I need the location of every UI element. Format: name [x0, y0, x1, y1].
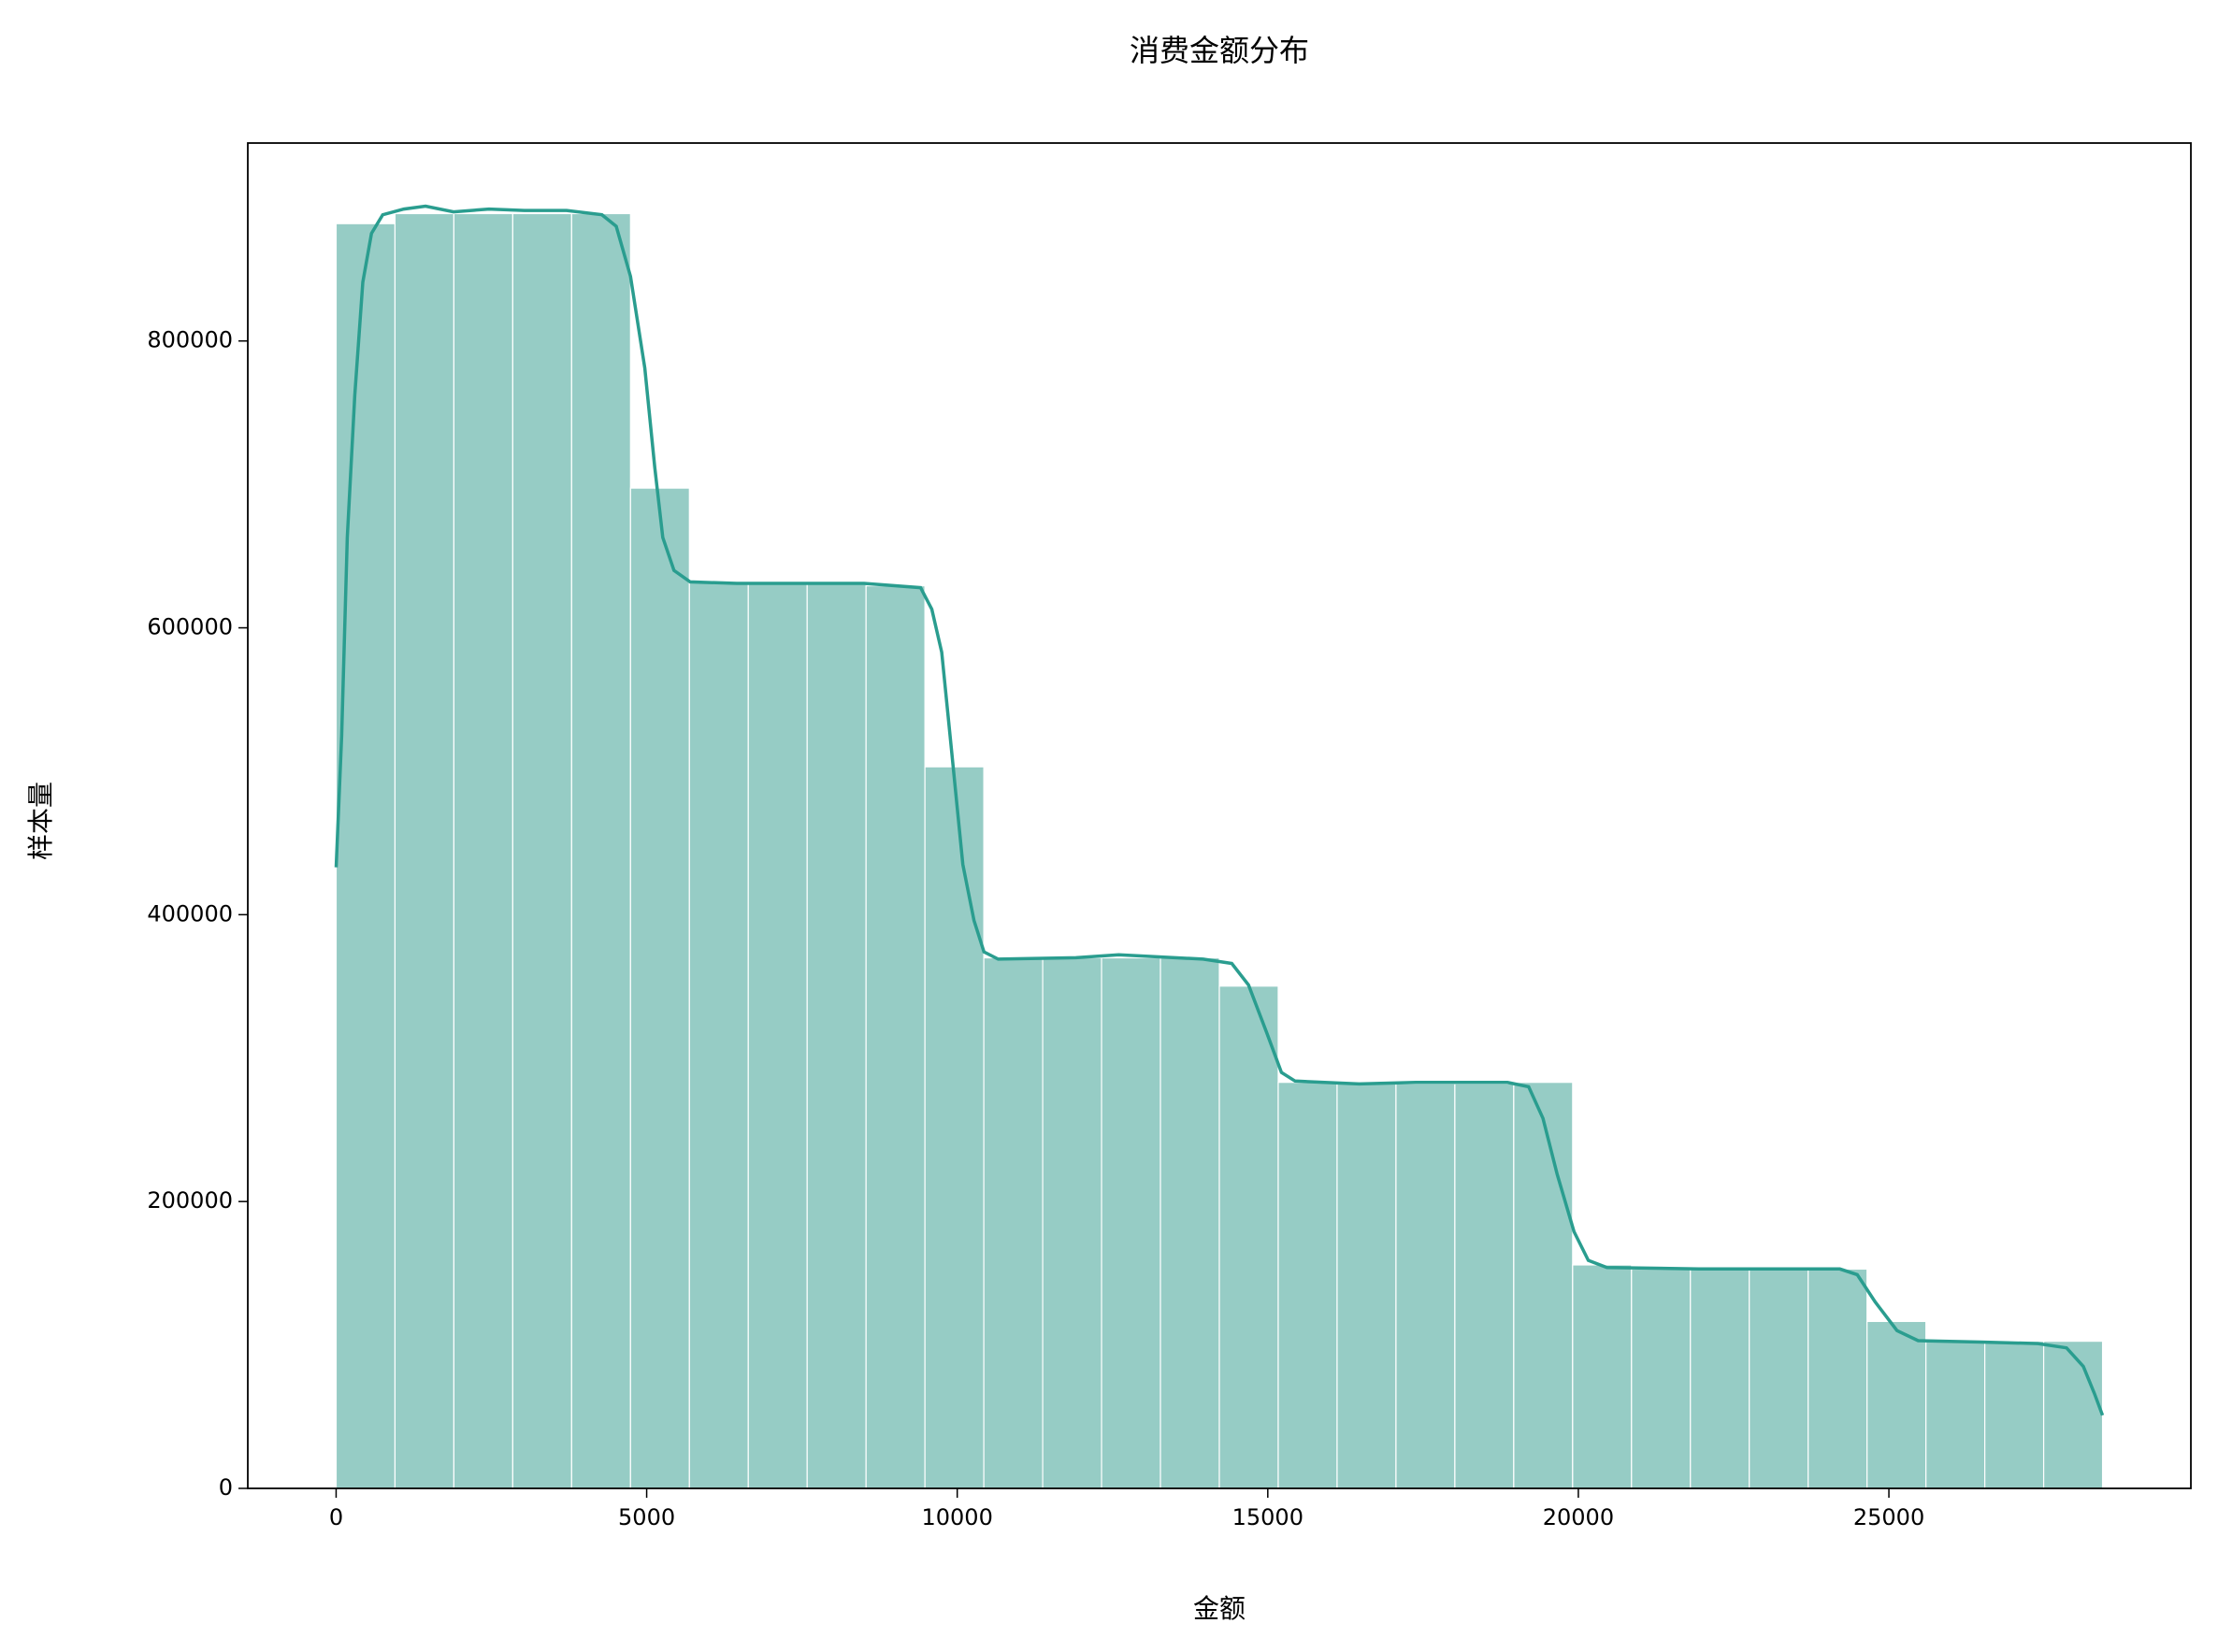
bar: [1808, 1268, 1868, 1489]
x-tick-label: 15000: [1232, 1504, 1303, 1530]
bar: [1336, 1083, 1397, 1489]
bar: [1690, 1268, 1750, 1489]
bar: [806, 581, 867, 1489]
bar: [688, 581, 749, 1489]
bar: [1277, 1082, 1338, 1489]
y-axis-label: 样本量: [25, 782, 56, 860]
x-tick-label: 10000: [922, 1504, 993, 1530]
bar: [394, 212, 454, 1489]
bar: [570, 212, 631, 1489]
x-tick-label: 0: [329, 1504, 343, 1530]
bar: [924, 766, 985, 1489]
bar: [453, 212, 513, 1489]
y-tick-label: 200000: [147, 1187, 233, 1214]
bar: [1925, 1340, 1986, 1489]
x-tick-label: 25000: [1853, 1504, 1924, 1530]
y-tick-label: 600000: [147, 614, 233, 640]
bar: [1218, 985, 1279, 1489]
kde-line: [334, 204, 2105, 1416]
bar: [511, 212, 572, 1489]
bar: [1454, 1083, 1515, 1489]
bar: [865, 584, 926, 1489]
bar: [983, 956, 1044, 1489]
bar: [1513, 1082, 1574, 1489]
bar: [1159, 956, 1220, 1489]
chart-title: 消费金额分布: [1130, 33, 1309, 68]
x-axis-label: 金额: [1193, 1593, 1246, 1624]
bar: [629, 487, 690, 1489]
bar: [1866, 1320, 1927, 1489]
bar: [1572, 1264, 1633, 1489]
bar: [1984, 1340, 2045, 1489]
x-tick-label: 20000: [1543, 1504, 1614, 1530]
bar: [1395, 1083, 1456, 1489]
bar: [747, 581, 808, 1489]
y-tick-label: 400000: [147, 900, 233, 927]
bar: [2042, 1340, 2104, 1489]
bar: [335, 223, 396, 1489]
bar: [1101, 956, 1161, 1489]
y-tick-label: 800000: [147, 327, 233, 353]
x-tick-label: 5000: [618, 1504, 675, 1530]
bar: [1749, 1268, 1809, 1489]
plot-frame: [247, 142, 2192, 1489]
bar: [1631, 1268, 1692, 1489]
bar: [1042, 956, 1102, 1489]
y-tick-label: 0: [219, 1474, 233, 1501]
